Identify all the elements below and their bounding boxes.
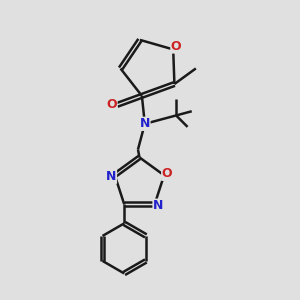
Text: N: N [153, 199, 164, 212]
Text: O: O [106, 98, 117, 111]
Text: O: O [162, 167, 172, 180]
Text: O: O [171, 40, 182, 53]
Text: N: N [140, 117, 150, 130]
Text: N: N [106, 170, 116, 183]
